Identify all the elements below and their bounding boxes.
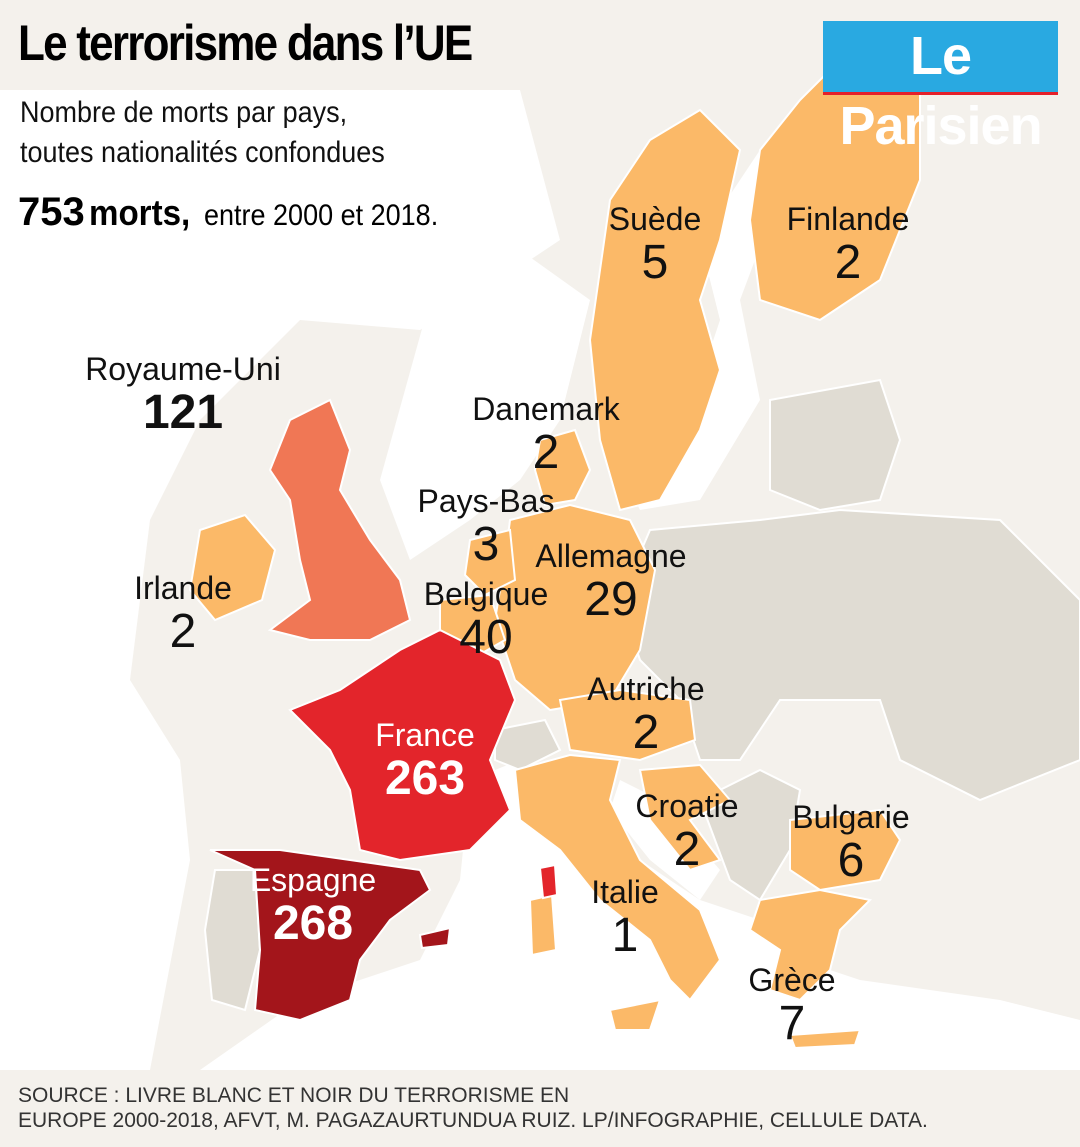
label-finlande: Finlande 2	[787, 203, 910, 287]
label-belgique: Belgique 40	[424, 578, 549, 662]
total-number: 753	[18, 190, 85, 234]
source-line-1: SOURCE : LIVRE BLANC ET NOIR DU TERRORIS…	[18, 1084, 570, 1108]
logo-text: Le Parisien	[839, 26, 1042, 156]
country-name: France	[375, 717, 475, 753]
country-name: Suède	[608, 201, 702, 237]
country-name: Belgique	[423, 576, 549, 612]
label-danemark: Danemark 2	[472, 393, 620, 477]
page-title: Le terrorisme dans l’UE	[18, 15, 473, 71]
country-name: Grèce	[748, 962, 836, 998]
country-denmark	[533, 428, 592, 507]
country-name: Espagne	[249, 862, 377, 898]
country-france	[288, 628, 517, 862]
country-deaths: 40	[459, 611, 513, 664]
label-allemagne: Allemagne 29	[535, 540, 686, 624]
country-deaths: 2	[632, 706, 660, 759]
eastern-europe-grey	[618, 508, 1080, 802]
label-royaume-uni: Royaume-Uni 121	[85, 353, 281, 437]
country-name: Danemark	[472, 391, 620, 427]
country-name: Autriche	[587, 671, 705, 707]
country-name: Royaume-Uni	[85, 351, 281, 387]
country-greece	[748, 888, 873, 1002]
country-deaths: 2	[532, 426, 560, 479]
country-deaths: 29	[584, 573, 638, 626]
europe-map	[0, 38, 1080, 1070]
country-united-kingdom	[267, 398, 412, 641]
country-deaths: 7	[778, 997, 806, 1050]
country-name: Allemagne	[535, 538, 687, 574]
le-parisien-logo: Le Parisien	[823, 21, 1058, 156]
label-suede: Suède 5	[609, 203, 702, 287]
country-netherlands	[463, 528, 517, 597]
subtitle-line-1: Nombre de morts par pays,	[20, 96, 348, 129]
country-deaths: 121	[142, 386, 224, 439]
country-corsica	[538, 863, 559, 900]
country-deaths: 2	[834, 236, 862, 289]
country-spain	[209, 849, 432, 1022]
total-period: entre 2000 et 2018.	[203, 199, 438, 232]
country-austria	[558, 688, 697, 762]
country-deaths: 2	[673, 823, 701, 876]
country-bulgaria	[789, 808, 902, 892]
label-espagne: Espagne 268	[250, 864, 376, 948]
country-name: Italie	[591, 874, 659, 910]
country-name: Bulgarie	[792, 799, 910, 835]
country-deaths: 2	[169, 605, 197, 658]
country-sweden	[588, 108, 742, 512]
logo-rule	[823, 92, 1058, 95]
label-grece: Grèce 7	[748, 964, 835, 1048]
country-deaths: 268	[272, 897, 354, 950]
label-bulgarie: Bulgarie 6	[792, 801, 909, 885]
total-word: morts,	[89, 192, 191, 233]
country-deaths: 263	[384, 752, 466, 805]
label-pays-bas: Pays-Bas 3	[418, 485, 555, 569]
source-note: SOURCE : LIVRE BLANC ET NOIR DU TERRORIS…	[18, 1084, 928, 1133]
country-deaths: 5	[641, 236, 669, 289]
country-croatia	[638, 763, 732, 872]
atlantic-sea	[0, 90, 560, 1070]
label-croatie: Croatie 2	[635, 790, 738, 874]
country-name: Croatie	[635, 788, 739, 824]
label-irlande: Irlande 2	[134, 572, 232, 656]
country-deaths: 1	[611, 909, 639, 962]
source-line-2: EUROPE 2000-2018, AFVT, M. PAGAZAURTUNDU…	[18, 1108, 928, 1132]
label-autriche: Autriche 2	[587, 673, 704, 757]
country-name: Pays-Bas	[417, 483, 555, 519]
country-sardinia	[528, 893, 558, 957]
country-ireland	[188, 513, 277, 622]
north-sea	[380, 250, 590, 560]
total-deaths: 753 morts, entre 2000 et 2018.	[18, 192, 464, 232]
country-deaths: 3	[472, 518, 500, 571]
country-name: Finlande	[786, 201, 910, 237]
country-sicily	[608, 998, 662, 1031]
baltic-states-grey	[769, 378, 902, 512]
switzerland-grey	[494, 718, 562, 772]
country-italy	[513, 753, 722, 1002]
label-italie: Italie 1	[591, 876, 659, 960]
label-france: France 263	[375, 719, 475, 803]
country-balearic	[418, 926, 452, 950]
country-deaths: 6	[837, 834, 865, 887]
subtitle-line-2: toutes nationalités confondues	[20, 136, 385, 169]
country-crete	[788, 1028, 862, 1050]
country-name: Irlande	[134, 570, 232, 606]
